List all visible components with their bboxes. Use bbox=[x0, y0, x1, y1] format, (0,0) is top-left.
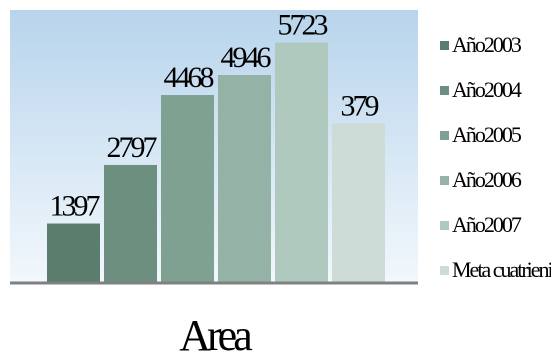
legend-swatch-1 bbox=[440, 41, 449, 50]
legend-label-4: Año2006 bbox=[452, 167, 522, 192]
data-label-6: 379 bbox=[341, 89, 379, 122]
legend-swatch-6 bbox=[440, 266, 449, 275]
bar-1 bbox=[47, 223, 100, 282]
data-label-2: 2797 bbox=[107, 131, 158, 164]
legend-label-6: Meta cuatrienio bbox=[452, 257, 551, 282]
legend: Año2003 Año2004 Año2005 Año2006 Año2007 Meta … bbox=[440, 32, 551, 282]
bars bbox=[47, 42, 385, 282]
bar-6 bbox=[332, 123, 385, 282]
data-label-4: 4946 bbox=[221, 41, 272, 74]
bar-4 bbox=[218, 75, 271, 282]
category-label: Area bbox=[179, 311, 252, 360]
legend-swatch-2 bbox=[440, 86, 449, 95]
bar-3 bbox=[161, 95, 214, 282]
bar-5 bbox=[275, 42, 328, 282]
legend-label-2: Año2004 bbox=[452, 77, 522, 102]
data-label-3: 4468 bbox=[164, 61, 214, 94]
legend-swatch-3 bbox=[440, 131, 449, 140]
data-label-1: 1397 bbox=[50, 190, 101, 223]
legend-swatch-5 bbox=[440, 221, 449, 230]
legend-label-1: Año2003 bbox=[452, 32, 522, 57]
data-label-5: 5723 bbox=[278, 9, 328, 42]
legend-label-5: Año2007 bbox=[452, 212, 522, 237]
legend-swatch-4 bbox=[440, 176, 449, 185]
legend-label-3: Año2005 bbox=[452, 122, 522, 147]
bar-2 bbox=[104, 164, 157, 282]
